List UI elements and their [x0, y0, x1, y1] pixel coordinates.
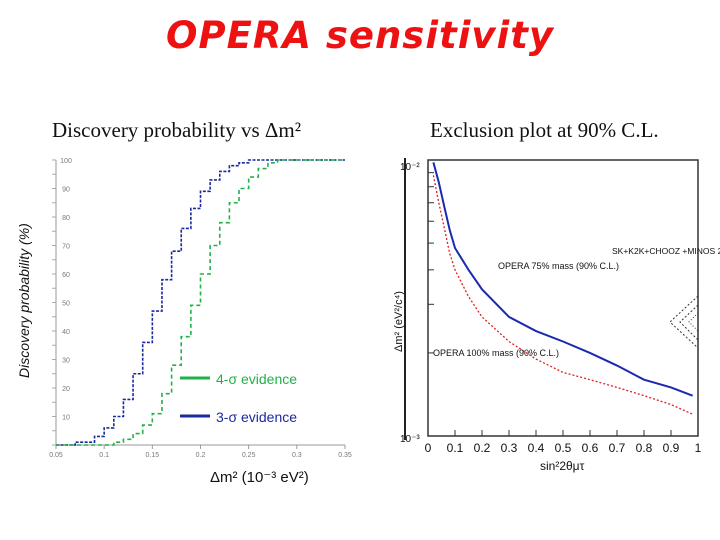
left-xtick-label: 0.35 [338, 452, 352, 459]
right-xtick-label: 0.3 [501, 441, 518, 455]
left-xtick-label: 0.3 [292, 452, 302, 459]
right-plot-frame [427, 159, 699, 437]
annotation-opera75: OPERA 75% mass (90% C.L.) [498, 261, 619, 271]
left-xtick-label: 0.2 [196, 452, 206, 459]
right-chart-subtitle: Exclusion plot at 90% C.L. [430, 118, 659, 142]
right-xtick-label: 0.8 [636, 441, 653, 455]
right-xtick-label: 0.1 [447, 441, 464, 455]
legend-label-3sigma: 3-σ evidence [216, 409, 297, 425]
right-ymax-label: 10⁻² [400, 162, 420, 173]
right-chart-xlabel: sin²2θμτ [540, 459, 585, 473]
left-ytick-label: 60 [62, 272, 70, 279]
series-line-opera100 [432, 175, 693, 415]
annotation-opera100: OPERA 100% mass (90% C.L.) [433, 348, 559, 358]
allowed-region-contours [669, 294, 699, 350]
left-ytick-label: 90 [62, 187, 70, 194]
left-ytick-label: 10 [62, 415, 70, 422]
left-xtick-label: 0.15 [146, 452, 160, 459]
left-series [56, 159, 345, 446]
left-chart-xlabel: Δm² (10⁻³ eV²) [210, 469, 309, 486]
left-ytick-label: 80 [62, 215, 70, 222]
right-axis-ticks: 0 0.1 0.2 0.3 0.4 0.5 0.6 0.7 0.8 0.9 1 [425, 172, 702, 455]
left-ytick-label: 20 [62, 386, 70, 393]
right-xtick-label: 0.7 [609, 441, 626, 455]
right-xtick-label: 1 [695, 441, 702, 455]
right-xtick-label: 0 [425, 441, 432, 455]
series-line-4sigma [56, 159, 345, 446]
left-xtick-label: 0.25 [242, 452, 256, 459]
right-xtick-label: 0.2 [474, 441, 491, 455]
right-chart-ylabel: Δm² (eV²/c⁴) [393, 291, 405, 352]
left-ytick-label: 30 [62, 358, 70, 365]
left-xtick-label: 0.1 [99, 452, 109, 459]
left-legend: 4-σ evidence 3-σ evidence [180, 371, 297, 425]
left-xtick-label: 0.05 [49, 452, 63, 459]
left-ytick-label: 40 [62, 329, 70, 336]
right-series [432, 162, 693, 415]
page-title: OPERA sensitivity [166, 14, 554, 57]
series-line-opera75 [432, 162, 693, 397]
left-ytick-label: 50 [62, 301, 70, 308]
right-xtick-label: 0.9 [663, 441, 680, 455]
left-chart-subtitle: Discovery probability vs Δm² [52, 118, 302, 142]
right-annotations: OPERA 75% mass (90% C.L.) OPERA 100% mas… [433, 246, 720, 358]
legend-label-4sigma: 4-σ evidence [216, 371, 297, 387]
right-xtick-label: 0.5 [555, 441, 572, 455]
right-ymin-label: 10⁻³ [400, 434, 420, 445]
right-xtick-label: 0.6 [582, 441, 599, 455]
left-ytick-label: 70 [62, 244, 70, 251]
annotation-sk-k2k: SK+K2K+CHOOZ +MINOS 2006 (1σ,2σ,3σ) [612, 246, 720, 256]
left-ytick-label: 100 [60, 158, 72, 165]
right-xtick-label: 0.4 [528, 441, 545, 455]
left-axis-ticks: 0.05 0.1 0.15 0.2 0.25 0.3 0.35 10 20 30 40 50 60 70 8… [49, 158, 352, 459]
